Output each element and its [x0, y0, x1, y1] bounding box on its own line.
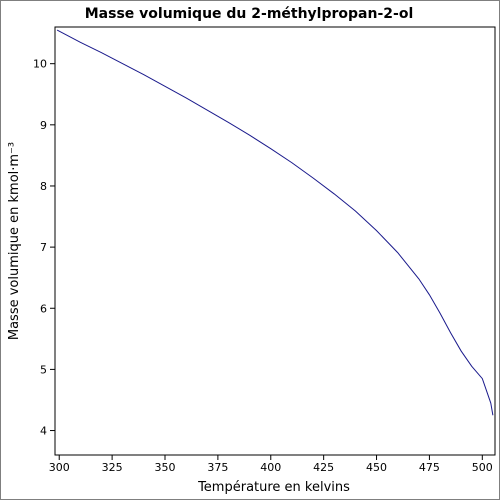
- y-tick-label: 8: [40, 180, 47, 193]
- x-tick-label: 325: [102, 461, 123, 474]
- y-axis-ticks: 4 5 6 7 8 9 10: [33, 58, 55, 438]
- y-tick-label: 6: [40, 302, 47, 315]
- x-axis-label: Température en kelvins: [197, 480, 350, 495]
- plot-area: [54, 26, 496, 456]
- x-tick-label: 375: [207, 461, 228, 474]
- x-tick-label: 475: [419, 461, 440, 474]
- x-tick-label: 450: [366, 461, 387, 474]
- y-tick-label: 5: [40, 363, 47, 376]
- series-line: [56, 29, 494, 416]
- y-tick-label: 7: [40, 241, 47, 254]
- x-tick-label: 400: [260, 461, 281, 474]
- y-tick-label: 4: [40, 425, 47, 438]
- y-axis-label: Masse volumique en kmol·m⁻³: [7, 142, 22, 340]
- x-tick-label: 425: [313, 461, 334, 474]
- y-tick-label: 10: [33, 58, 47, 71]
- chart-title: Masse volumique du 2-méthylpropan-2-ol: [85, 6, 414, 22]
- x-tick-label: 300: [49, 461, 70, 474]
- x-tick-label: 350: [155, 461, 176, 474]
- series-layer: [56, 29, 494, 416]
- x-axis-ticks: 300 325 350 375 400 425 450 475 500: [49, 455, 493, 474]
- y-tick-label: 9: [40, 119, 47, 132]
- x-tick-label: 500: [472, 461, 493, 474]
